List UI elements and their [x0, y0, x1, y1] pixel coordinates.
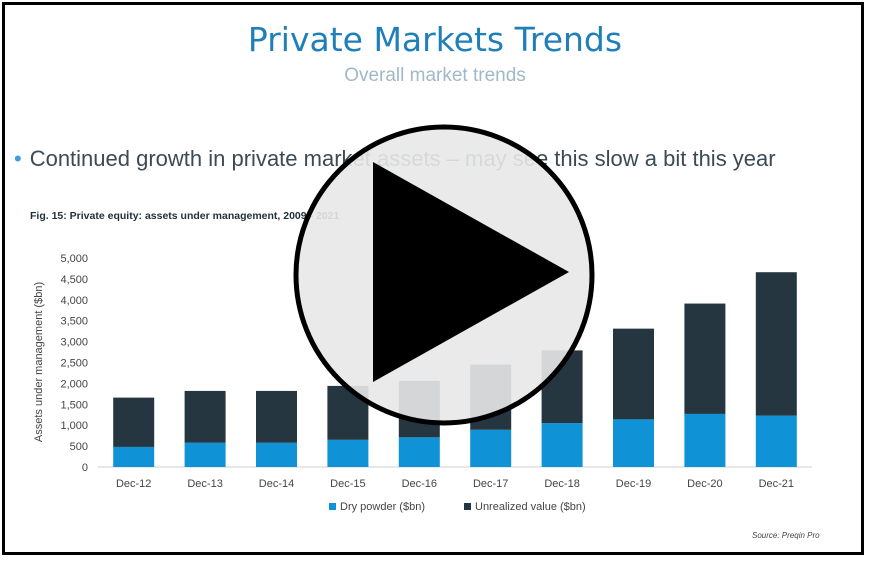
x-tick-label: Dec-13 — [187, 478, 222, 490]
bullet-dot-icon: • — [14, 146, 22, 171]
bar-unrealized-value — [256, 390, 297, 443]
y-tick-label: 3,500 — [60, 316, 88, 328]
y-tick-label: 500 — [70, 441, 88, 453]
legend-unrealized-value-label: Unrealized value ($bn) — [475, 501, 586, 513]
y-tick-label: 1,000 — [60, 420, 88, 432]
x-tick-label: Dec-16 — [402, 478, 437, 490]
bar-unrealized-value — [184, 390, 226, 443]
slide-title: Private Markets Trends — [247, 20, 623, 59]
x-tick-label: Dec-17 — [473, 478, 508, 490]
y-axis-label: Assets under management ($bn) — [33, 282, 45, 442]
x-tick-label: Dec-14 — [259, 478, 294, 490]
x-tick-label: Dec-12 — [116, 478, 151, 490]
y-tick-label: 0 — [82, 462, 88, 474]
x-tick-label: Dec-20 — [687, 478, 722, 490]
bar-dry-powder — [184, 442, 226, 467]
x-tick-label: Dec-15 — [330, 478, 365, 490]
bar-dry-powder — [755, 415, 797, 467]
y-tick-label: 2,500 — [60, 358, 88, 370]
bar-dry-powder — [256, 442, 297, 467]
legend-dry-powder-swatch — [329, 503, 336, 510]
bar-dry-powder — [327, 439, 369, 467]
y-tick-label: 5,000 — [60, 253, 88, 265]
bar-dry-powder — [470, 429, 512, 467]
y-tick-label: 4,000 — [60, 295, 88, 307]
y-tick-label: 2,000 — [60, 378, 88, 390]
bar-dry-powder — [541, 423, 583, 467]
bar-dry-powder — [398, 437, 440, 467]
bar-unrealized-value — [755, 272, 797, 416]
bar-unrealized-value — [113, 397, 155, 447]
x-tick-label: Dec-19 — [616, 478, 651, 490]
slide-subtitle: Overall market trends — [344, 65, 526, 86]
bar-dry-powder — [113, 446, 155, 467]
figure-title: Fig. 15: Private equity: assets under ma… — [30, 210, 340, 222]
figure-source: Source: Preqin Pro — [752, 531, 820, 540]
bar-dry-powder — [684, 413, 726, 467]
bar-dry-powder — [613, 419, 654, 467]
bar-unrealized-value — [613, 328, 654, 420]
y-tick-label: 4,500 — [60, 274, 88, 286]
y-tick-label: 3,000 — [60, 337, 88, 349]
x-tick-label: Dec-21 — [759, 478, 794, 490]
play-icon[interactable] — [373, 162, 569, 382]
x-tick-label: Dec-18 — [544, 478, 579, 490]
bar-unrealized-value — [684, 303, 726, 414]
legend-unrealized-value-swatch — [464, 503, 471, 510]
play-button[interactable] — [293, 124, 595, 426]
legend-dry-powder-label: Dry powder ($bn) — [340, 501, 425, 513]
y-tick-label: 1,500 — [60, 399, 88, 411]
